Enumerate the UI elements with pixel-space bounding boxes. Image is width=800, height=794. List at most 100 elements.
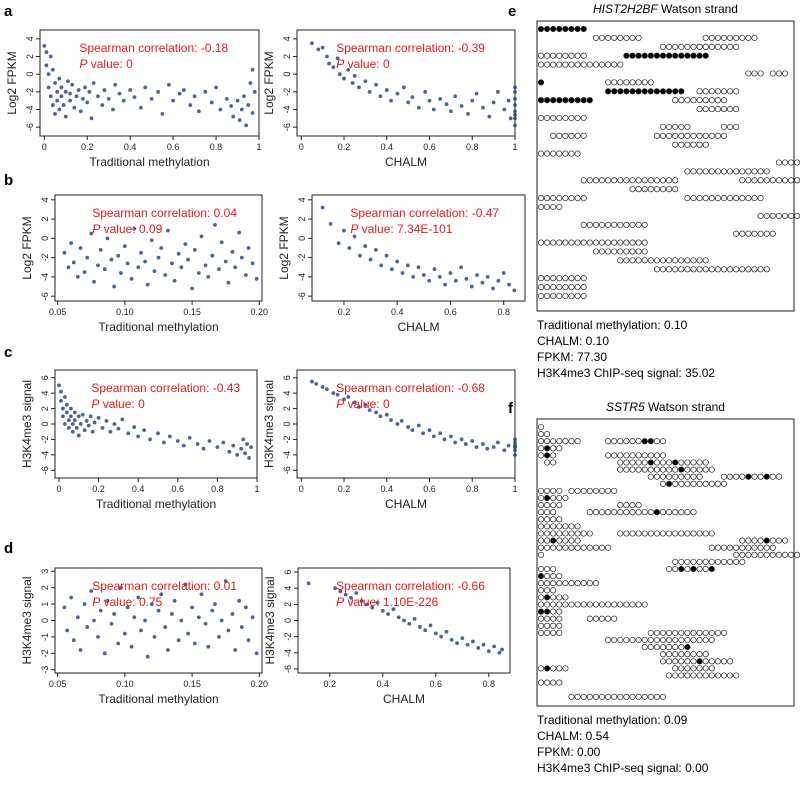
y-tick-label: 6 [283,570,293,575]
unmethylated-cpg [562,150,569,157]
data-point [213,602,217,606]
unmethylated-cpg [672,257,679,264]
methylated-cpg [672,52,679,59]
x-tick-label: 0.4 [381,142,394,152]
data-point [85,255,90,260]
data-point [433,631,438,636]
y-tick-label: 2 [282,54,292,59]
data-point [55,89,60,94]
x-tick-label: 0.8 [211,484,224,494]
unmethylated-cpg [574,487,581,494]
unmethylated-cpg [702,480,709,487]
unmethylated-cpg [550,580,557,587]
unmethylated-cpg [678,651,685,658]
unmethylated-cpg [550,622,557,629]
unmethylated-cpg [775,551,782,558]
data-point [181,88,186,92]
unmethylated-cpg [702,665,709,672]
methylated-cpg [623,88,630,95]
unmethylated-cpg [720,480,728,487]
unmethylated-cpg [568,693,575,700]
data-point [196,615,201,620]
unmethylated-cpg [556,530,563,537]
unmethylated-cpg [544,431,551,438]
unmethylated-cpg [550,132,557,139]
unmethylated-cpg [605,615,612,622]
unmethylated-cpg [556,580,563,587]
unmethylated-cpg [574,693,581,700]
methylated-cpg [568,97,575,104]
unmethylated-cpg [544,292,551,300]
unmethylated-cpg [696,141,703,148]
data-point [399,419,404,423]
scatter-plot-c1: 0 0.2 0.4 0.6 0.8 1 6 4 2 0 -2 -4 -6 Traditional meth… [20,369,260,511]
unmethylated-cpg [647,186,654,193]
unmethylated-cpg [629,221,636,228]
p-italic: P [336,57,344,71]
data-point [78,422,83,426]
unmethylated-cpg [751,177,758,184]
spearman-annotation: Spearman correlation: 0.01 [92,579,237,593]
data-point [492,644,496,649]
unmethylated-cpg [666,466,673,473]
unmethylated-cpg [702,34,709,41]
unmethylated-cpg [550,438,557,445]
x-tick-label: 0.4 [124,142,137,152]
x-tick-label: 0.6 [423,142,436,152]
unmethylated-cpg [696,629,703,636]
unmethylated-cpg [739,177,746,184]
unmethylated-cpg [763,230,770,237]
methylated-cpg [647,459,654,466]
methylated-cpg [562,97,569,104]
unmethylated-cpg [629,34,636,41]
unmethylated-cpg [757,177,764,184]
y-tick-label: 0 [282,72,292,77]
unmethylated-cpg [544,537,551,544]
data-point [513,89,517,94]
data-point [90,429,95,434]
unmethylated-cpg [550,573,557,580]
unmethylated-cpg [739,537,746,544]
data-point [459,104,464,108]
plot-frame [54,194,263,302]
data-point [213,222,217,227]
unmethylated-cpg [666,123,673,130]
unmethylated-cpg [562,114,569,122]
unmethylated-cpg [708,466,715,473]
data-point [113,82,118,87]
panel-label-b: b [4,172,13,189]
data-point [423,628,428,633]
data-point [143,259,147,264]
x-tick-label: 0.6 [444,307,457,317]
unmethylated-cpg [580,693,587,700]
y-tick-label: -3 [40,666,50,674]
unmethylated-cpg [623,221,630,228]
x-tick-label: 0.4 [381,484,394,494]
unmethylated-cpg [714,106,721,113]
unmethylated-cpg [641,221,648,228]
methylated-cpg [617,88,624,95]
unmethylated-cpg [678,257,685,264]
data-point [365,602,369,607]
unmethylated-cpg [696,97,703,104]
unmethylated-cpg [684,651,691,658]
stat-line: H3K4me3 ChIP-seq signal: 0.00 [537,761,709,775]
data-point [206,644,211,649]
unmethylated-cpg [696,466,703,473]
y-tick-label: 2 [40,585,50,590]
data-point [223,259,228,264]
data-point [496,89,500,94]
methylated-cpg [678,565,685,573]
unmethylated-cpg [544,615,551,622]
data-point [102,651,107,656]
y-tick-label: 4 [282,391,292,396]
unmethylated-cpg [672,466,679,473]
y-tick-label: -6 [282,466,292,474]
unmethylated-cpg [714,97,721,104]
data-point [352,74,357,78]
data-point [389,98,393,103]
data-point [336,241,341,246]
data-point [75,615,80,620]
spearman-annotation: Spearman correlation: -0.43 [91,381,240,395]
methylated-cpg [678,52,685,59]
